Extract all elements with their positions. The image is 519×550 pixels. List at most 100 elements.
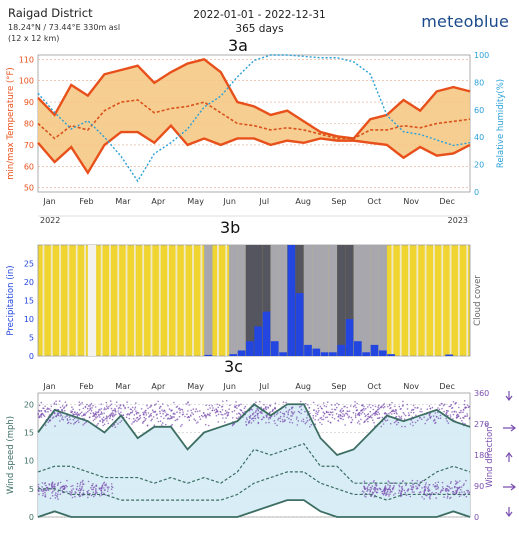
- wind-direction-point: [146, 404, 148, 407]
- wind-direction-point: [132, 421, 134, 423]
- wind-direction-point: [314, 423, 317, 426]
- wind-direction-point: [369, 410, 372, 413]
- wind-direction-point: [421, 487, 423, 489]
- y2-tick-label-3a: 0: [474, 188, 479, 197]
- wind-direction-point: [337, 420, 340, 422]
- y2-tick-label-3c: 270: [474, 420, 489, 429]
- wind-direction-point: [69, 418, 71, 421]
- wind-direction-point: [51, 417, 54, 419]
- cloud-stripe: [217, 245, 219, 356]
- wind-direction-point: [111, 425, 114, 428]
- cloud-stripe: [466, 245, 469, 356]
- wind-direction-point: [416, 419, 419, 422]
- precip-bar: [345, 319, 354, 356]
- wind-direction-point: [283, 415, 285, 418]
- wind-direction-point: [387, 484, 389, 486]
- tmin-line: [37, 123, 471, 176]
- wind-direction-point: [371, 485, 374, 487]
- wind-direction-point: [251, 409, 253, 411]
- wind-direction-point: [113, 424, 115, 427]
- month-label-3c: May: [187, 382, 204, 391]
- wind-direction-point: [317, 411, 319, 414]
- wind-direction-point: [354, 413, 357, 415]
- wind-direction-point: [321, 407, 323, 410]
- wind-direction-point: [61, 416, 64, 418]
- wind-direction-point: [190, 409, 192, 412]
- wind-direction-point: [227, 412, 229, 414]
- wind-direction-point: [123, 405, 125, 407]
- wind-direction-point: [100, 403, 102, 406]
- cloud-stripe: [100, 245, 103, 356]
- wind-max-line: [37, 403, 471, 457]
- panel-label-c: 3c: [224, 357, 243, 376]
- wind-direction-point: [403, 413, 406, 415]
- wind-direction-point: [109, 404, 111, 407]
- wind-direction-point: [40, 489, 43, 492]
- wind-direction-point: [255, 409, 257, 412]
- wind-direction-point: [55, 492, 57, 495]
- cloud-stripe: [312, 245, 321, 356]
- wind-direction-point: [369, 490, 372, 492]
- wind-direction-point: [40, 416, 43, 418]
- wind-direction-point: [60, 414, 63, 416]
- wind-direction-point: [378, 416, 381, 419]
- wind-direction-point: [429, 497, 431, 500]
- wind-direction-point: [91, 488, 93, 491]
- wind-direction-point: [249, 414, 252, 417]
- wind-direction-point: [455, 492, 458, 494]
- month-label-3a: Oct: [367, 197, 381, 206]
- wind-direction-point: [385, 420, 387, 422]
- wind-direction-point: [451, 406, 454, 409]
- wind-direction-point: [293, 411, 296, 413]
- wind-direction-point: [129, 412, 132, 414]
- precip-bar: [254, 326, 263, 356]
- wind-direction-point: [396, 423, 398, 426]
- wind-direction-point: [181, 408, 184, 411]
- wind-direction-point: [316, 404, 319, 407]
- cloud-stripe: [117, 245, 120, 356]
- wind-direction-point: [458, 495, 461, 498]
- panel-label-b: 3b: [220, 218, 241, 237]
- wind-direction-point: [395, 409, 398, 412]
- wind-direction-point: [122, 414, 125, 416]
- wind-direction-point: [202, 415, 204, 418]
- wind-direction-point: [459, 417, 462, 420]
- wind-direction-point: [434, 421, 437, 424]
- wind-direction-point: [360, 413, 363, 415]
- wind-direction-point: [57, 498, 59, 500]
- wind-direction-point: [136, 420, 138, 423]
- wind-direction-point: [383, 405, 386, 408]
- wind-direction-point: [375, 491, 378, 494]
- wind-direction-point: [434, 482, 437, 484]
- meteoblue-logo[interactable]: meteoblue: [421, 12, 509, 31]
- wind-direction-point: [373, 421, 375, 424]
- wind-direction-point: [452, 413, 455, 416]
- wind-direction-point: [96, 491, 98, 494]
- y-tick-label-3c: 5: [29, 485, 34, 494]
- wind-direction-point: [437, 407, 439, 409]
- wind-direction-point: [423, 490, 426, 493]
- wind-direction-point: [196, 410, 199, 413]
- wind-direction-point: [102, 424, 104, 427]
- wind-direction-point: [100, 492, 103, 495]
- wind-direction-point: [453, 492, 455, 494]
- wind-direction-point: [109, 416, 112, 418]
- temperature-range-band: [38, 59, 470, 173]
- wind-direction-point: [317, 419, 320, 421]
- wind-direction-point: [386, 419, 389, 422]
- wind-direction-point: [389, 488, 391, 491]
- wind-direction-point: [305, 421, 308, 424]
- wind-direction-point: [78, 421, 80, 424]
- wind-direction-point: [231, 417, 234, 419]
- wind-direction-point: [445, 487, 447, 490]
- wind-direction-point: [95, 414, 97, 416]
- y-tick-label-3c: 20: [24, 400, 34, 409]
- wind-direction-point: [57, 490, 59, 493]
- wind-direction-point: [77, 489, 80, 492]
- wind-direction-point: [272, 408, 274, 411]
- wind-direction-point: [334, 408, 337, 411]
- wind-direction-point: [139, 414, 142, 417]
- wind-direction-point: [222, 400, 224, 403]
- wind-direction-point: [449, 416, 452, 418]
- wind-direction-point: [424, 488, 426, 491]
